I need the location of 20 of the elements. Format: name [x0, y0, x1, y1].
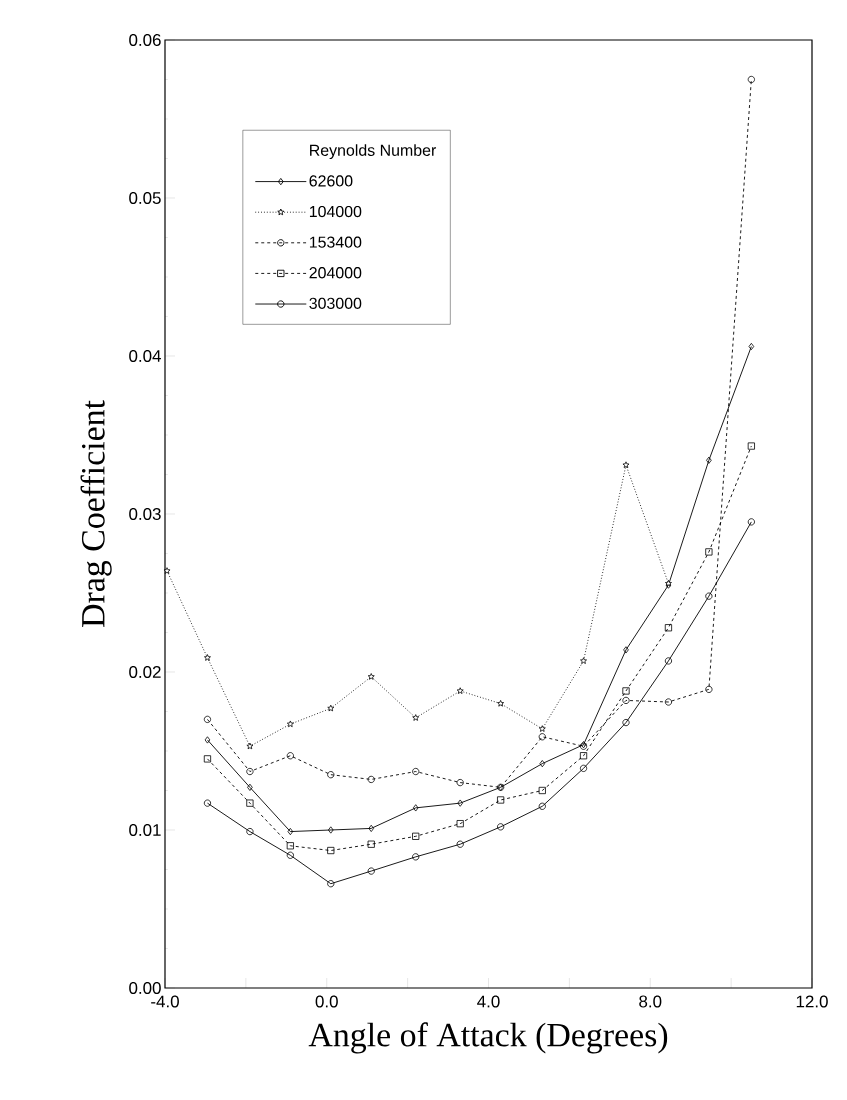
y-tick-label: 0.00: [129, 981, 161, 994]
y-axis-title: Drag Coefficient: [80, 400, 112, 627]
x-axis-title: Angle of Attack (Degrees): [308, 1022, 668, 1054]
legend-label: 153400: [309, 236, 362, 248]
x-tick-label: 12.0: [796, 995, 828, 1008]
legend-label: 104000: [309, 205, 362, 218]
legend-label: 303000: [309, 297, 362, 309]
y-tick-label: 0.03: [129, 507, 161, 520]
x-tick-label: 4.0: [477, 995, 500, 1008]
y-tick-label: 0.02: [129, 665, 161, 678]
y-tick-label: 0.01: [129, 823, 161, 836]
legend-label: 204000: [309, 267, 362, 279]
x-tick-label: -4.0: [151, 995, 179, 1008]
y-tick-label: 0.06: [129, 33, 161, 46]
y-tick-label: 0.04: [129, 349, 161, 362]
x-tick-label: 8.0: [639, 995, 662, 1008]
legend-title: Reynolds Number: [310, 144, 437, 160]
legend-label: 62600: [309, 175, 353, 187]
x-tick-label: 0.0: [315, 995, 338, 1008]
y-tick-label: 0.05: [129, 191, 161, 204]
